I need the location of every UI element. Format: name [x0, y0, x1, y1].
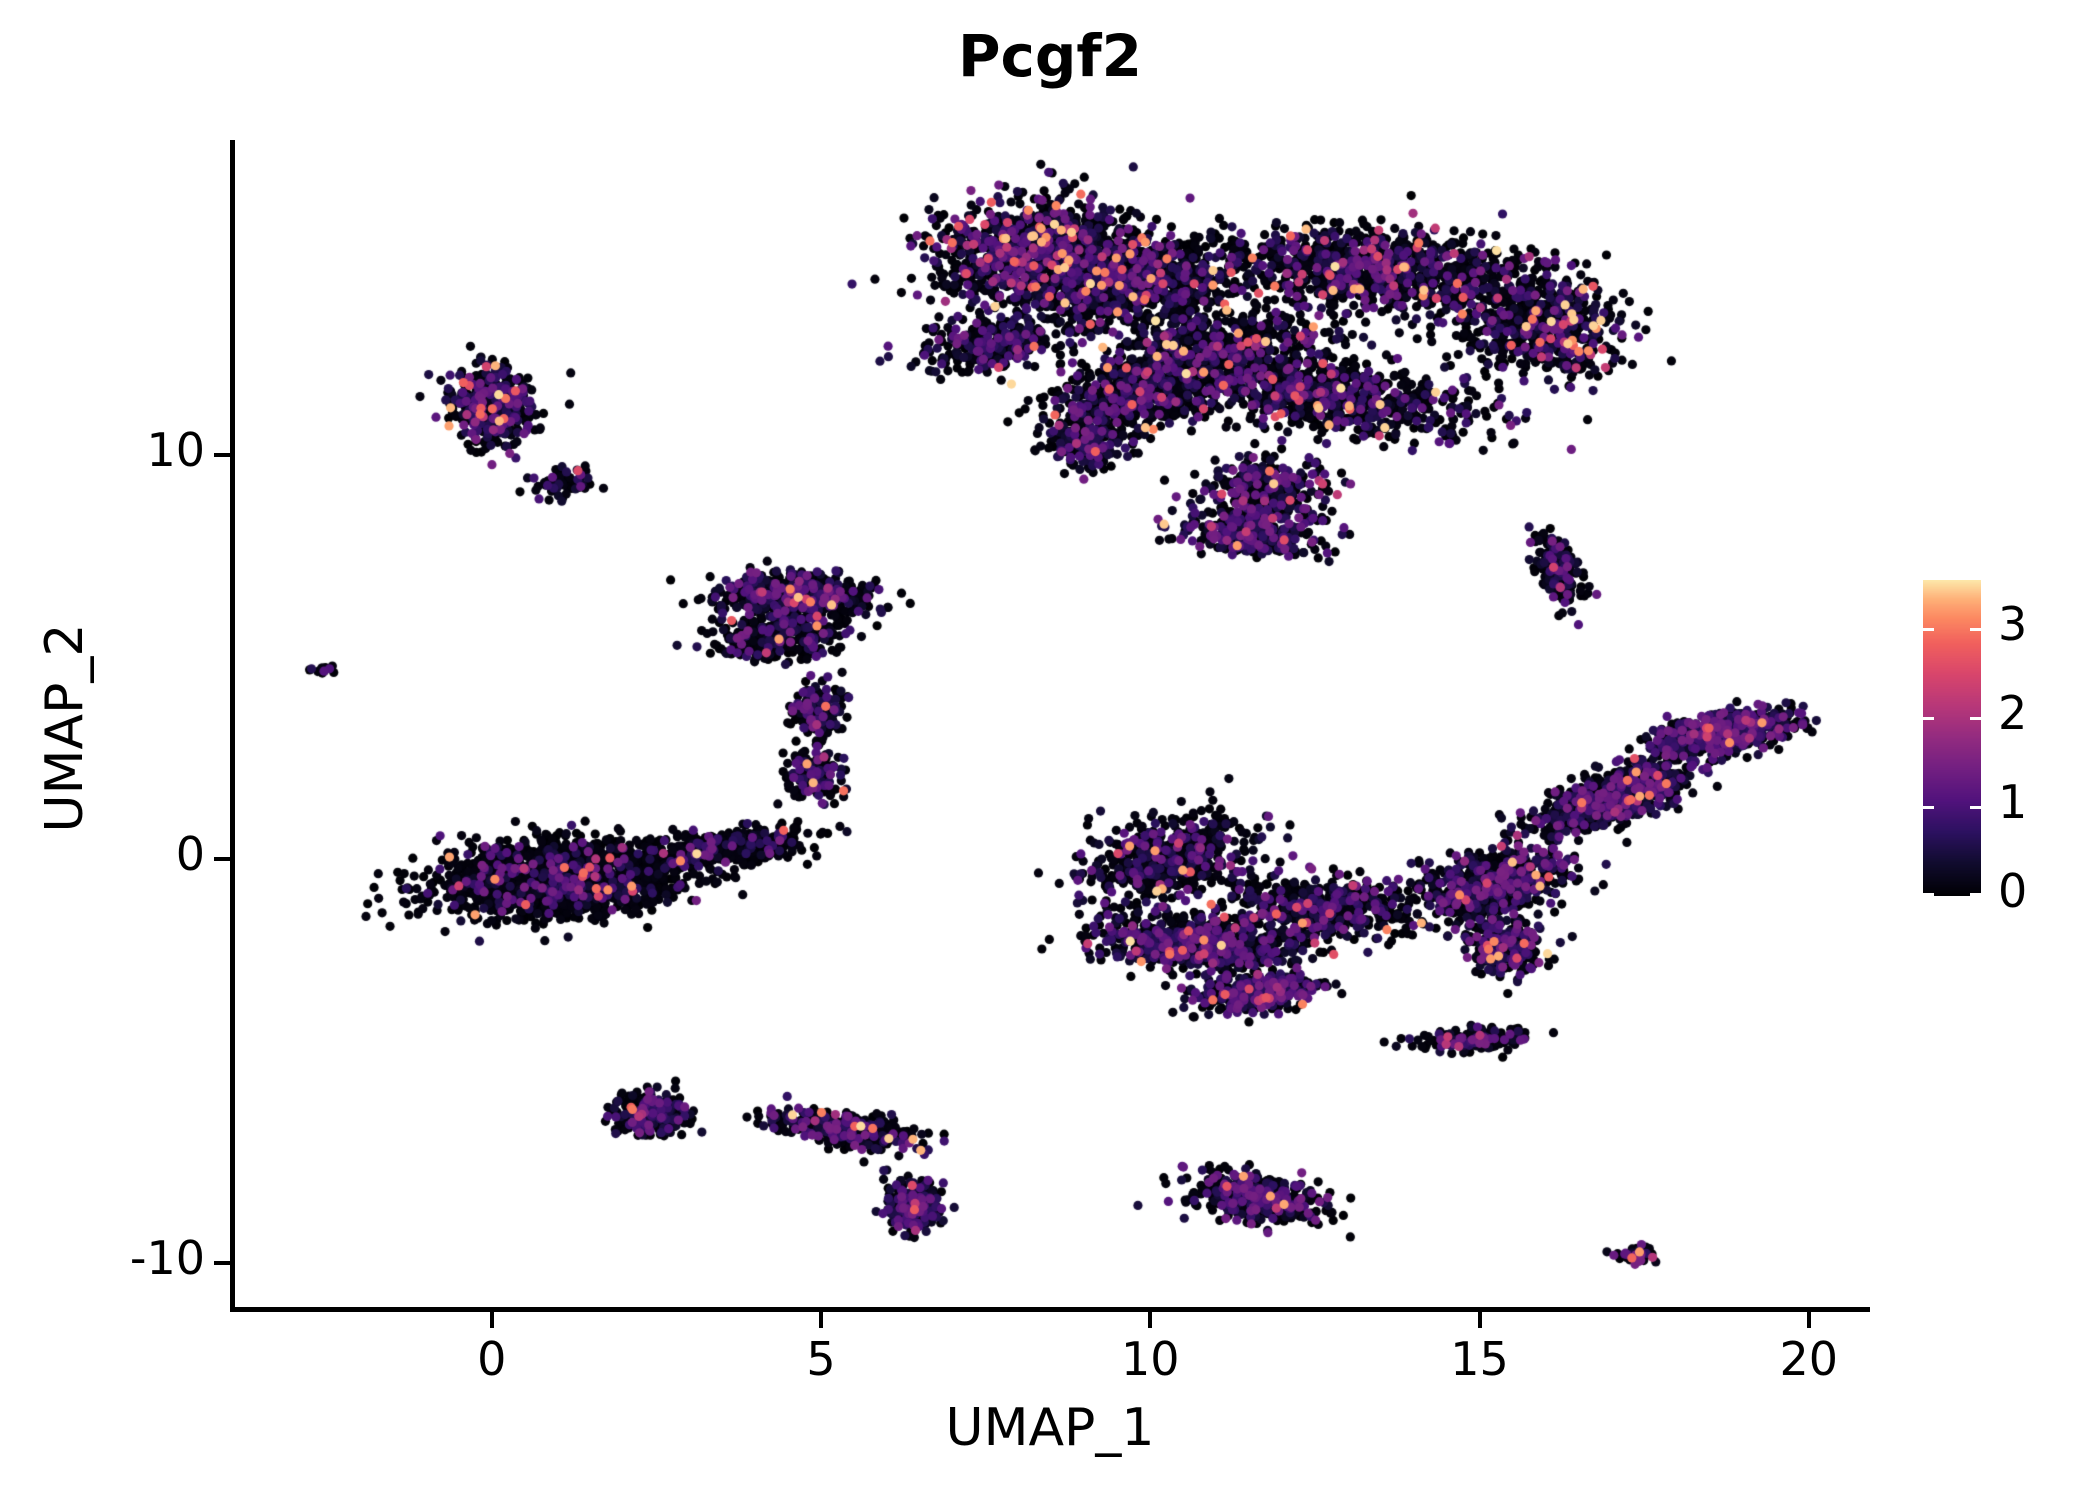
- page-title: Pcgf2: [958, 22, 1142, 90]
- colorbar-tick-label: 1: [1998, 774, 2028, 829]
- colorbar-tick-mark: [1923, 893, 1934, 896]
- colorbar-tick-mark: [1970, 716, 1981, 720]
- colorbar-tick-label: 0: [1998, 864, 2028, 918]
- x-tick-label: 0: [477, 1332, 507, 1386]
- y-tick-mark: [214, 856, 230, 861]
- x-axis-label: UMAP_1: [945, 1398, 1155, 1458]
- x-tick-mark: [489, 1312, 494, 1328]
- colorbar-tick-mark: [1970, 627, 1981, 631]
- x-axis-spine: [230, 1307, 1870, 1312]
- y-tick-label: 0: [175, 826, 205, 881]
- colorbar-tick-label: 2: [1998, 685, 2028, 740]
- colorbar-tick-label: 3: [1998, 596, 2028, 651]
- x-tick-label: 20: [1779, 1332, 1838, 1386]
- x-tick-mark: [1148, 1312, 1153, 1328]
- y-tick-mark: [214, 452, 230, 457]
- x-tick-label: 10: [1120, 1332, 1180, 1386]
- y-tick-label: 10: [146, 422, 205, 477]
- colorbar-tick-mark: [1923, 716, 1934, 720]
- colorbar-gradient: [1923, 580, 1981, 896]
- colorbar-tick-mark: [1923, 805, 1934, 809]
- y-axis-spine: [230, 140, 235, 1312]
- colorbar-tick-mark: [1923, 627, 1934, 631]
- x-tick-mark: [1806, 1312, 1811, 1328]
- x-tick-label: 5: [806, 1332, 836, 1386]
- x-tick-label: 15: [1450, 1332, 1509, 1386]
- x-tick-mark: [819, 1312, 824, 1328]
- y-tick-label: -10: [129, 1230, 205, 1285]
- colorbar-tick-mark: [1970, 893, 1981, 896]
- scatter-plot-canvas: [235, 140, 1868, 1307]
- y-axis-label: UMAP_2: [35, 623, 95, 833]
- x-tick-mark: [1477, 1312, 1482, 1328]
- colorbar-tick-mark: [1970, 805, 1981, 809]
- y-tick-mark: [214, 1260, 230, 1265]
- colorbar: [1923, 580, 1981, 896]
